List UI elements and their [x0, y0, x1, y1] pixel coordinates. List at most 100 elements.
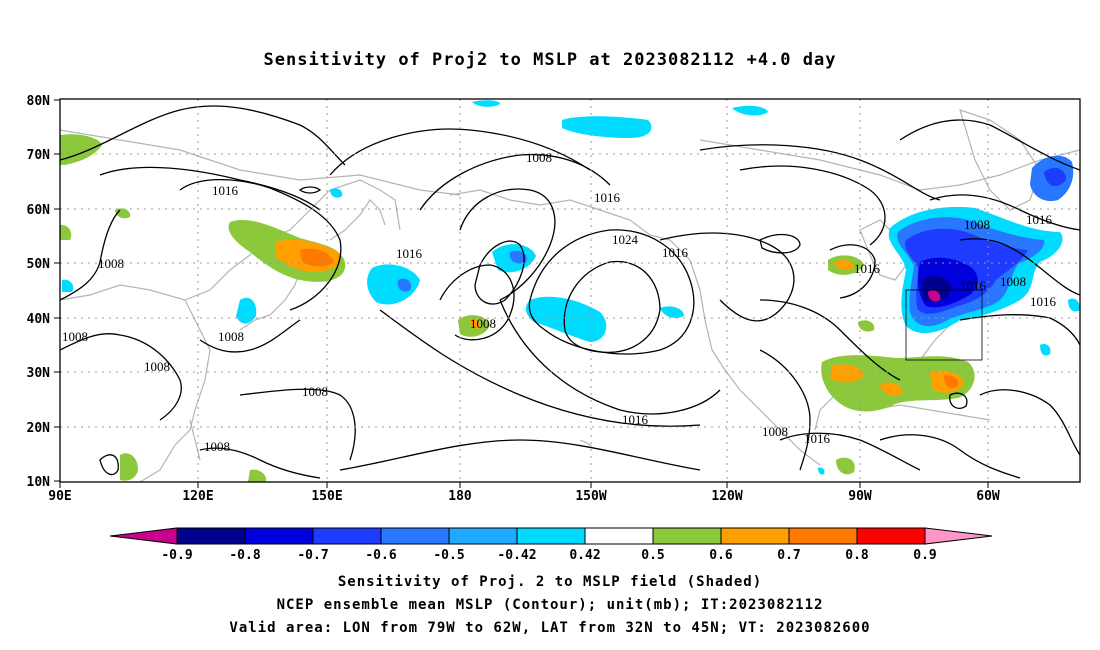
contour-label: 1024 — [612, 232, 639, 247]
shade-pos-dateline-mid — [470, 319, 481, 329]
shade-neg-arctic — [562, 116, 652, 138]
colorbar-bin — [720, 527, 790, 545]
contour-label: 1016 — [854, 261, 881, 276]
colorbar-label: 0.6 — [709, 548, 733, 563]
contour-label: 1008 — [98, 256, 124, 271]
caption-line-3: Valid area: LON from 79W to 62W, LAT fro… — [229, 620, 871, 636]
shade-pos-japan-strong — [300, 248, 334, 267]
lon-label: 120E — [182, 489, 213, 504]
shade-neg-greenland-core — [1044, 167, 1066, 187]
plot-area: 1008 1016 1016 1008 1008 1008 1008 1008 … — [60, 99, 1080, 482]
shade-neg-pac3 — [525, 296, 607, 342]
colorbar-label: -0.8 — [229, 548, 260, 563]
coast-na-north — [699, 139, 1080, 191]
shade-neg-arctic2 — [472, 100, 500, 107]
shade-pos-gulf-mid3 — [880, 382, 903, 396]
coast-arctic — [60, 129, 461, 196]
map-frame — [59, 98, 1081, 483]
lat-label: 60N — [27, 203, 51, 218]
contour-label: 1008 — [1000, 274, 1026, 289]
shade-neg-atl-small — [1040, 344, 1051, 356]
grid-lines — [60, 99, 1080, 482]
coast-greenland — [959, 109, 1041, 211]
contour-labels: 1008 1016 1016 1008 1008 1008 1008 1008 … — [62, 150, 1057, 454]
shade-pos-se-asia2 — [248, 469, 267, 482]
coast-caribbean — [869, 404, 991, 421]
lat-label: 80N — [27, 94, 51, 109]
lon-label: 150W — [575, 489, 606, 504]
lon-label: 90E — [48, 489, 71, 504]
contour-label: 1016 — [622, 412, 649, 427]
shade-neg-asia — [62, 279, 74, 292]
coast-hawaii — [579, 439, 593, 447]
contour-label: 1016 — [1030, 294, 1057, 309]
colorbar-bin — [176, 527, 246, 545]
colorbar-bin — [516, 527, 586, 545]
coast-hudson — [859, 219, 911, 281]
coast-philippines — [189, 419, 201, 461]
coast-na-west — [689, 259, 821, 466]
contour-label: 1016 — [804, 431, 831, 446]
coast-alaska — [449, 189, 691, 261]
lat-label: 70N — [27, 148, 51, 163]
shade-neg-japan — [236, 297, 257, 324]
colorbar-bin — [244, 527, 314, 545]
mslp-contours — [60, 105, 1080, 479]
colorbar-bin — [312, 527, 382, 545]
contour-label: 1016 — [1026, 212, 1053, 227]
contour-label: 1008 — [204, 439, 230, 454]
contour-label: 1008 — [144, 359, 170, 374]
shade-pos-carib — [836, 457, 855, 475]
shade-pos-gulf-strong — [944, 375, 959, 388]
colorbar-bin — [856, 527, 926, 545]
colorbar-label: -0.5 — [433, 548, 464, 563]
lon-label: 60W — [976, 489, 1000, 504]
contour-label: 1008 — [964, 217, 990, 232]
colorbar-bin — [380, 527, 450, 545]
contour-label: 1008 — [470, 316, 496, 331]
colorbar-label: -0.7 — [297, 548, 328, 563]
lon-label: 90W — [848, 489, 872, 504]
longitude-labels: 90E 120E 150E 180 150W 120W 90W 60W — [48, 489, 1000, 504]
colorbar: -0.9 -0.8 -0.7 -0.6 -0.5 -0.42 0.42 0.5 … — [109, 527, 993, 563]
shade-neg-na-peak — [928, 290, 941, 302]
colorbar-arrow-left — [109, 527, 178, 545]
coast-east-asia — [184, 179, 401, 301]
shade-neg-pac1 — [367, 264, 420, 305]
shade-neg-pac2-core — [509, 250, 527, 264]
colorbar-bin — [788, 527, 858, 545]
shade-neg-arctic3 — [732, 105, 768, 116]
shade-pos-small — [858, 320, 875, 332]
colorbar-arrow-right — [924, 527, 993, 545]
shade-neg-bering — [330, 188, 343, 198]
colorbar-label: 0.8 — [845, 548, 869, 563]
lon-label: 180 — [448, 489, 472, 504]
shade-neg-pac4 — [660, 306, 684, 318]
caption-line-1: Sensitivity of Proj. 2 to MSLP field (Sh… — [337, 574, 763, 590]
contour-label: 1008 — [762, 424, 788, 439]
contour-label: 1016 — [396, 246, 423, 261]
valid-area-box — [905, 289, 983, 361]
contour-label: 1016 — [662, 245, 689, 260]
coast-kamchatka — [329, 199, 386, 241]
shade-pos-nw3 — [60, 224, 72, 240]
colorbar-label: -0.6 — [365, 548, 396, 563]
shade-pos-se-asia — [120, 453, 138, 481]
colorbar-label: -0.42 — [497, 548, 536, 563]
caption-line-2: NCEP ensemble mean MSLP (Contour); unit(… — [276, 597, 824, 613]
shading — [60, 100, 1080, 482]
colorbar-label: 0.9 — [913, 548, 936, 563]
lat-label: 20N — [27, 421, 51, 436]
lon-label: 120W — [711, 489, 742, 504]
contour-label: 1008 — [218, 329, 244, 344]
contour-label: 1016 — [960, 278, 987, 293]
shade-neg-pac1-core — [397, 278, 412, 292]
lat-label: 30N — [27, 366, 51, 381]
lat-label: 10N — [27, 475, 51, 490]
colorbar-bin — [584, 527, 654, 545]
contour-label: 1008 — [526, 150, 552, 165]
contour-label: 1016 — [212, 183, 239, 198]
contour-label: 1008 — [62, 329, 88, 344]
colorbar-bin — [652, 527, 722, 545]
